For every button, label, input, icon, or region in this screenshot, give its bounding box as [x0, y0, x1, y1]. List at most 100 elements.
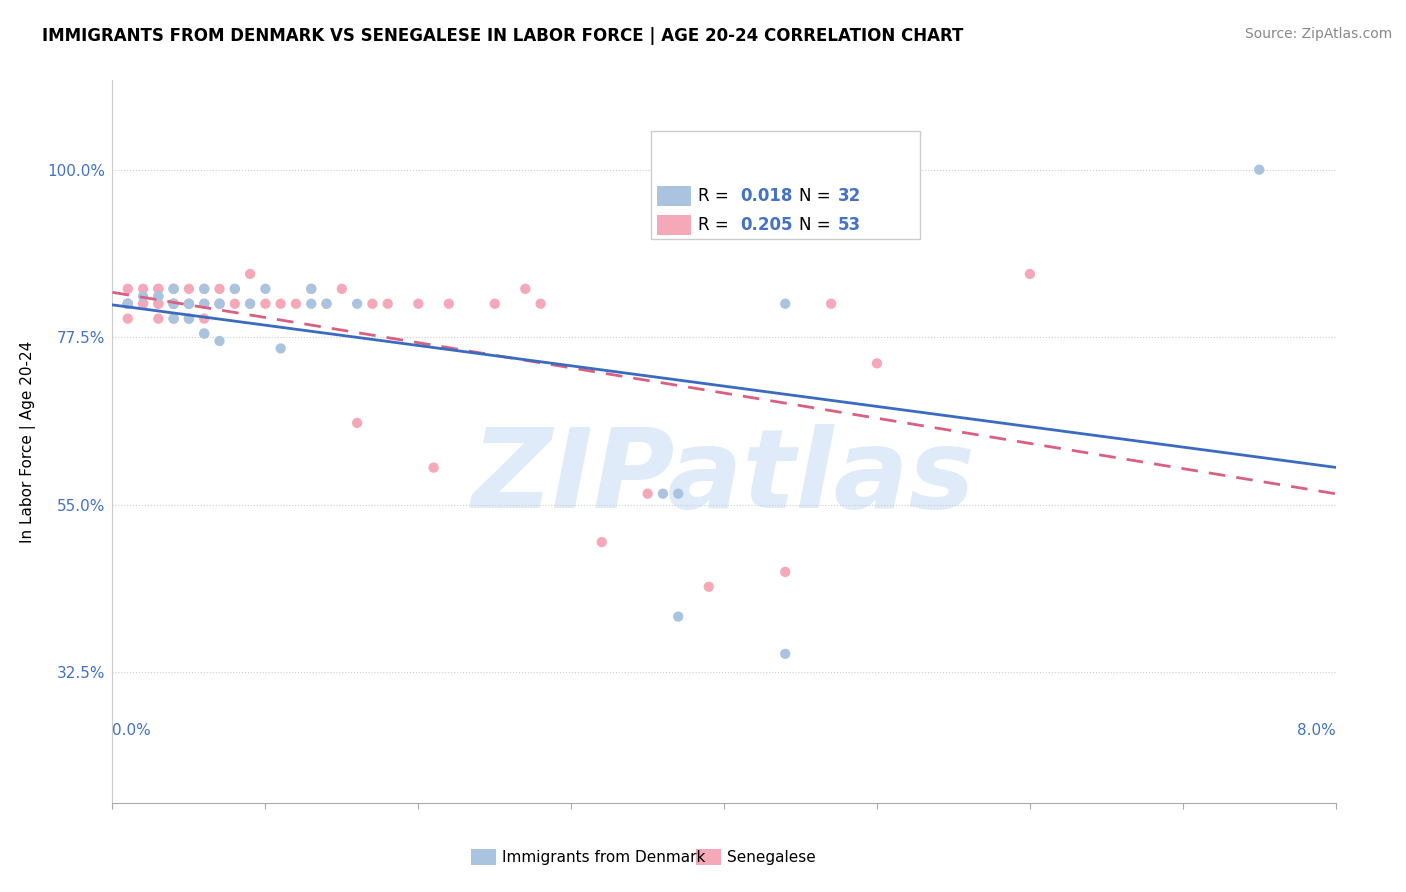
Point: [299, 282, 322, 296]
Point: [820, 297, 842, 311]
FancyBboxPatch shape: [651, 131, 920, 239]
Point: [148, 297, 170, 311]
Text: IMMIGRANTS FROM DENMARK VS SENEGALESE IN LABOR FORCE | AGE 20-24 CORRELATION CHA: IMMIGRANTS FROM DENMARK VS SENEGALESE IN…: [42, 27, 963, 45]
Text: 32: 32: [838, 187, 860, 205]
Point: [208, 282, 231, 296]
Point: [652, 486, 675, 500]
Text: 0.018: 0.018: [740, 187, 793, 205]
Point: [224, 282, 246, 296]
Text: 53: 53: [838, 216, 860, 234]
Point: [193, 282, 215, 296]
Point: [208, 297, 231, 311]
Point: [132, 297, 155, 311]
Point: [193, 326, 215, 341]
Point: [330, 282, 353, 296]
Text: N =: N =: [799, 216, 835, 234]
Point: [177, 297, 200, 311]
Text: R =: R =: [699, 216, 734, 234]
Point: [208, 334, 231, 348]
Point: [117, 311, 139, 326]
Text: R =: R =: [699, 187, 734, 205]
Text: Source: ZipAtlas.com: Source: ZipAtlas.com: [1244, 27, 1392, 41]
Point: [148, 282, 170, 296]
Point: [132, 289, 155, 303]
FancyBboxPatch shape: [657, 186, 692, 206]
Point: [637, 486, 659, 500]
Point: [148, 289, 170, 303]
Point: [315, 297, 337, 311]
Point: [177, 297, 200, 311]
Y-axis label: In Labor Force | Age 20-24: In Labor Force | Age 20-24: [21, 341, 37, 542]
Point: [254, 282, 277, 296]
Point: [697, 580, 720, 594]
Point: [239, 297, 262, 311]
Point: [163, 311, 186, 326]
Point: [773, 297, 796, 311]
Point: [299, 282, 322, 296]
Point: [1249, 162, 1271, 177]
Point: [773, 565, 796, 579]
Point: [117, 297, 139, 311]
Point: [361, 297, 384, 311]
Text: ZIPatlas: ZIPatlas: [472, 425, 976, 531]
FancyBboxPatch shape: [657, 215, 692, 235]
Point: [270, 297, 292, 311]
Point: [666, 609, 689, 624]
Point: [148, 282, 170, 296]
Point: [193, 311, 215, 326]
Point: [193, 326, 215, 341]
Point: [346, 297, 368, 311]
Point: [1018, 267, 1040, 281]
Point: [163, 282, 186, 296]
Point: [239, 297, 262, 311]
Point: [591, 535, 613, 549]
Point: [117, 282, 139, 296]
Point: [117, 297, 139, 311]
Point: [193, 282, 215, 296]
Point: [148, 311, 170, 326]
Point: [270, 342, 292, 356]
Point: [163, 297, 186, 311]
Point: [148, 297, 170, 311]
Point: [866, 356, 889, 370]
Text: 0.0%: 0.0%: [112, 723, 152, 739]
Point: [132, 297, 155, 311]
Point: [177, 297, 200, 311]
Point: [254, 297, 277, 311]
Point: [529, 297, 551, 311]
Point: [163, 282, 186, 296]
Text: 8.0%: 8.0%: [1296, 723, 1336, 739]
Point: [422, 460, 444, 475]
Point: [515, 282, 537, 296]
Point: [299, 297, 322, 311]
Point: [193, 297, 215, 311]
Point: [239, 267, 262, 281]
Point: [117, 297, 139, 311]
Point: [163, 282, 186, 296]
Point: [666, 486, 689, 500]
Point: [773, 647, 796, 661]
Point: [224, 282, 246, 296]
Text: Senegalese: Senegalese: [727, 850, 815, 864]
Point: [177, 282, 200, 296]
Point: [315, 297, 337, 311]
Point: [163, 297, 186, 311]
Point: [177, 311, 200, 326]
Text: Immigrants from Denmark: Immigrants from Denmark: [502, 850, 706, 864]
Point: [193, 297, 215, 311]
Point: [408, 297, 430, 311]
Point: [117, 297, 139, 311]
Text: N =: N =: [799, 187, 835, 205]
Point: [484, 297, 506, 311]
Point: [346, 416, 368, 430]
Point: [148, 289, 170, 303]
Point: [132, 282, 155, 296]
Point: [177, 311, 200, 326]
Point: [224, 297, 246, 311]
Point: [163, 297, 186, 311]
Point: [163, 311, 186, 326]
Point: [377, 297, 399, 311]
Point: [284, 297, 308, 311]
Point: [208, 297, 231, 311]
Point: [163, 297, 186, 311]
